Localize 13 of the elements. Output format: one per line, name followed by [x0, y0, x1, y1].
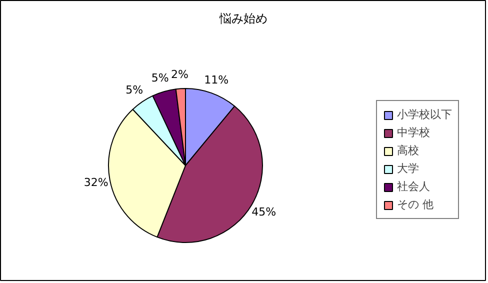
- chart-title: 悩み始め: [218, 12, 268, 26]
- data-label: 5%: [126, 84, 144, 97]
- data-label: 32%: [84, 176, 108, 190]
- data-label: 11%: [204, 73, 229, 86]
- legend-label: 高校: [397, 143, 419, 158]
- legend-label: 大学: [397, 161, 419, 176]
- legend-label: 社会人: [397, 179, 430, 194]
- data-label: 2%: [171, 68, 189, 82]
- data-label: 5%: [151, 72, 169, 85]
- data-label: 45%: [252, 205, 276, 218]
- legend-label: 小学校以下: [397, 107, 452, 122]
- legend-label: その 他: [397, 197, 434, 212]
- legend-label: 中学校: [397, 125, 430, 140]
